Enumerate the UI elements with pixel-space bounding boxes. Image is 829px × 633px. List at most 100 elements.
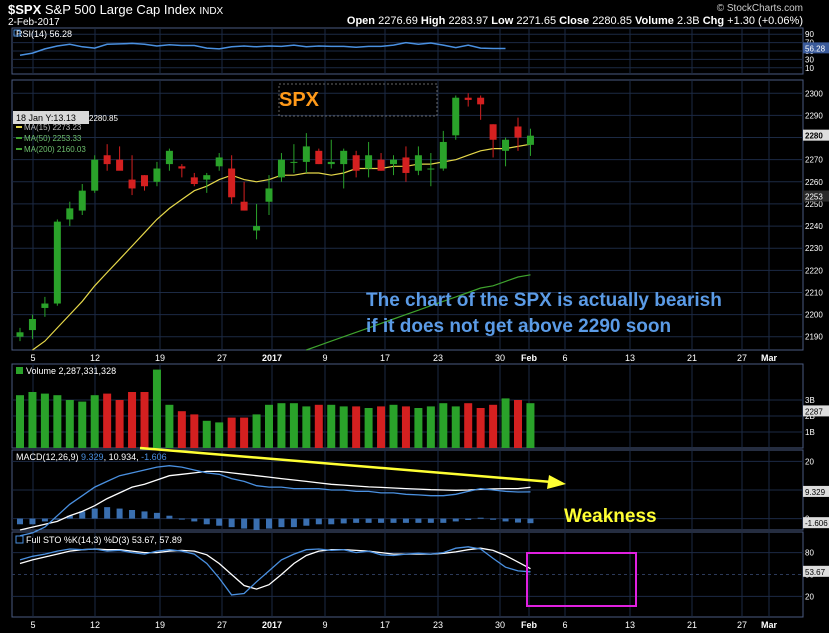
candle-body — [178, 166, 186, 169]
candle-body — [315, 150, 323, 165]
x-tick-label: 30 — [495, 620, 505, 630]
volume-bar — [476, 408, 485, 448]
volume-bar — [152, 369, 161, 448]
ma50-line — [306, 274, 531, 351]
macd-hist-bar — [29, 518, 36, 525]
macd-hist-bar — [91, 508, 98, 519]
close-tag — [803, 129, 829, 141]
volume-bar — [289, 403, 298, 448]
candle-body — [53, 221, 61, 304]
candle-body — [91, 159, 99, 191]
x-tick-label: Feb — [521, 620, 538, 630]
x-tick-label: 6 — [562, 353, 567, 363]
macd-hist-bar — [153, 512, 160, 519]
volume-bar — [377, 406, 386, 448]
volume-tag — [803, 405, 829, 417]
candle-body — [502, 139, 510, 151]
candle-body — [327, 161, 335, 165]
volume-bar — [526, 403, 535, 448]
x-tick-label: 27 — [217, 353, 227, 363]
macd-hist-bar — [178, 518, 185, 520]
volume-bar — [339, 406, 348, 448]
volume-bar — [103, 393, 112, 448]
macd-line — [19, 465, 531, 537]
x-tick-label: 19 — [155, 353, 165, 363]
x-tick-label: 2017 — [262, 620, 282, 630]
price-tick-label: 2230 — [805, 244, 823, 253]
candle-body — [439, 141, 447, 169]
volume-bar — [65, 400, 74, 448]
x-tick-label: 27 — [737, 353, 747, 363]
candle-body — [66, 208, 74, 220]
x-tick-label: 5 — [30, 353, 35, 363]
candle-body — [190, 177, 198, 185]
rsi-legend-icon — [13, 29, 21, 37]
weakness-arrow-shaft — [139, 446, 553, 484]
macd-hist-bar — [191, 518, 198, 522]
x-tick-label: 19 — [155, 620, 165, 630]
close-tag-text: 2280 — [805, 132, 823, 141]
ma50-tag-text: 2253 — [805, 193, 823, 202]
chart-date: 2-Feb-2017 — [8, 17, 60, 28]
macd-label-hist: -1.606 — [141, 452, 167, 462]
x-tick-label: 21 — [687, 620, 697, 630]
price-tick-label: 2260 — [805, 178, 823, 187]
candle-body — [253, 226, 261, 231]
x-tick-label: 2017 — [262, 353, 282, 363]
candle-body — [489, 124, 497, 140]
candle-body — [526, 135, 534, 145]
candle-body — [240, 201, 248, 211]
candle-body — [153, 168, 161, 182]
volume-bar — [426, 406, 435, 448]
volume-bar — [314, 404, 323, 448]
macd-hist-bar — [278, 518, 285, 528]
macd-hist-bar — [228, 518, 235, 528]
candle-body — [103, 155, 111, 165]
x-tick-label: Mar — [761, 620, 778, 630]
vol-tick-label: 2B — [805, 412, 815, 421]
volume-bar — [78, 401, 87, 448]
price-tick-label: 2240 — [805, 222, 823, 231]
volume-bar — [140, 392, 149, 448]
macd-tag-text: 9.329 — [805, 488, 826, 497]
macd-hist-bar — [465, 518, 472, 520]
rsi-label: RSI(14) 56.28 — [16, 29, 72, 39]
vol-tick-label: 1B — [805, 428, 815, 437]
candle-body — [477, 97, 485, 105]
candle-body — [215, 157, 223, 167]
open-value: 2276.69 — [378, 15, 418, 27]
macd-hist-bar — [290, 518, 297, 528]
volume-bar — [16, 395, 24, 448]
macd-hist-bar — [527, 518, 534, 524]
macd-hist-bar — [253, 518, 260, 530]
x-tick-label: 30 — [495, 353, 505, 363]
volume-bar — [265, 404, 273, 448]
macd-label: MACD(12,26,9) 9.329, 10.934, -1.606 — [16, 452, 167, 462]
volume-bar — [240, 417, 249, 448]
highlight-box — [526, 552, 637, 607]
macd-hist-bar — [452, 518, 459, 522]
volume-bar — [439, 403, 448, 448]
volume-bar — [451, 406, 460, 448]
macd-hist-bar — [141, 511, 148, 519]
macd-hist-bar — [490, 518, 497, 520]
price-tick-label: 2210 — [805, 288, 823, 297]
tooltip-box — [13, 111, 89, 124]
volume-bar — [352, 406, 361, 448]
panel-frame-price — [11, 79, 804, 351]
weakness-annotation: Weakness — [564, 506, 657, 527]
price-tick-label: 2290 — [805, 111, 823, 120]
rsi-tick-label: 30 — [805, 55, 814, 64]
candle-body — [352, 155, 360, 171]
price-tick-label: 2270 — [805, 156, 823, 165]
x-tick-label: 23 — [433, 620, 443, 630]
volume-bar — [401, 406, 410, 448]
macd-signal-line — [19, 470, 531, 531]
macd-hist-bar — [17, 518, 23, 525]
candle-body — [377, 159, 385, 171]
x-tick-label: 6 — [562, 620, 567, 630]
volume-bar — [464, 403, 473, 448]
close-value: 2280.85 — [592, 15, 632, 27]
candle-body — [228, 168, 236, 198]
volume-bar — [364, 408, 373, 448]
